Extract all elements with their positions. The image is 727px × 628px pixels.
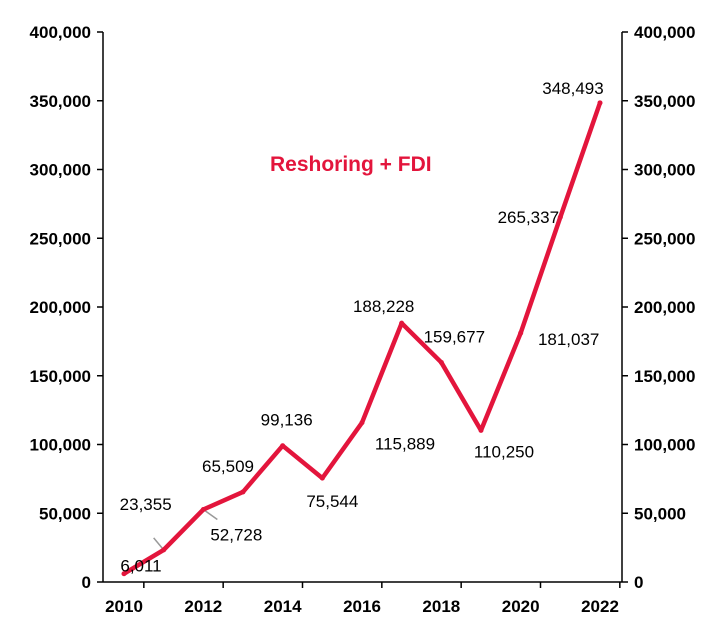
data-label: 99,136 bbox=[261, 411, 313, 430]
data-label: 265,337 bbox=[498, 208, 559, 227]
left-y-tick-label: 200,000 bbox=[30, 298, 91, 317]
left-y-tick-label: 0 bbox=[82, 573, 91, 592]
left-y-axis: 0 50,000 100,000 150,000 200,000 250,000 300,0… bbox=[30, 23, 104, 592]
data-point bbox=[518, 330, 524, 336]
data-label: 181,037 bbox=[538, 330, 599, 349]
data-label: 23,355 bbox=[120, 495, 172, 514]
left-y-tick-label: 50,000 bbox=[39, 504, 91, 523]
left-y-tick-label: 400,000 bbox=[30, 23, 91, 42]
left-y-tick-label: 300,000 bbox=[30, 161, 91, 180]
x-tick-label: 2014 bbox=[264, 597, 302, 616]
data-point bbox=[478, 427, 484, 433]
data-labels: 6,011 23,355 52,728 65,509 99,136 75,544 115,8… bbox=[120, 79, 604, 576]
data-label: 159,677 bbox=[424, 327, 485, 346]
x-tick-label: 2016 bbox=[343, 597, 381, 616]
data-point bbox=[438, 359, 444, 365]
right-y-tick-label: 300,000 bbox=[634, 161, 695, 180]
data-point bbox=[319, 475, 325, 481]
x-tick-label: 2020 bbox=[502, 597, 540, 616]
right-y-tick-label: 150,000 bbox=[634, 367, 695, 386]
x-tick-label: 2022 bbox=[581, 597, 619, 616]
right-y-tick-label: 0 bbox=[634, 573, 643, 592]
data-point bbox=[280, 443, 286, 449]
data-point bbox=[557, 214, 563, 220]
right-y-tick-label: 250,000 bbox=[634, 229, 695, 248]
right-y-axis: 0 50,000 100,000 150,000 200,000 250,000 300,0… bbox=[621, 23, 695, 592]
data-point bbox=[359, 420, 365, 426]
series-line-group bbox=[121, 100, 603, 577]
left-y-tick-label: 250,000 bbox=[30, 229, 91, 248]
data-point bbox=[161, 547, 167, 553]
data-label: 6,011 bbox=[120, 557, 161, 576]
x-tick-label: 2012 bbox=[184, 597, 222, 616]
right-y-tick-label: 100,000 bbox=[634, 436, 695, 455]
data-label: 75,544 bbox=[306, 492, 358, 511]
data-label: 348,493 bbox=[542, 79, 603, 98]
data-label: 188,228 bbox=[353, 297, 414, 316]
left-y-tick-label: 150,000 bbox=[30, 367, 91, 386]
data-point bbox=[240, 489, 246, 495]
series-annotation: Reshoring + FDI bbox=[270, 153, 432, 176]
data-point bbox=[121, 571, 127, 577]
data-label: 110,250 bbox=[474, 442, 534, 461]
data-label: 52,728 bbox=[210, 525, 262, 544]
left-y-tick-label: 100,000 bbox=[30, 436, 91, 455]
label-leader-line bbox=[202, 508, 218, 521]
right-y-tick-label: 200,000 bbox=[634, 298, 695, 317]
data-point bbox=[200, 506, 206, 512]
right-y-tick-label: 400,000 bbox=[634, 23, 695, 42]
left-y-tick-label: 350,000 bbox=[30, 92, 91, 111]
label-leader-line bbox=[153, 537, 165, 551]
data-point bbox=[597, 100, 603, 106]
data-label: 65,509 bbox=[202, 457, 254, 476]
data-label: 115,889 bbox=[375, 435, 435, 454]
right-y-tick-label: 350,000 bbox=[634, 92, 695, 111]
x-tick-label: 2010 bbox=[105, 597, 143, 616]
data-point bbox=[399, 320, 405, 326]
right-y-tick-label: 50,000 bbox=[634, 504, 686, 523]
x-tick-label: 2018 bbox=[422, 597, 460, 616]
x-axis: 2010 2012 2014 2016 2018 2020 2022 bbox=[103, 581, 622, 616]
